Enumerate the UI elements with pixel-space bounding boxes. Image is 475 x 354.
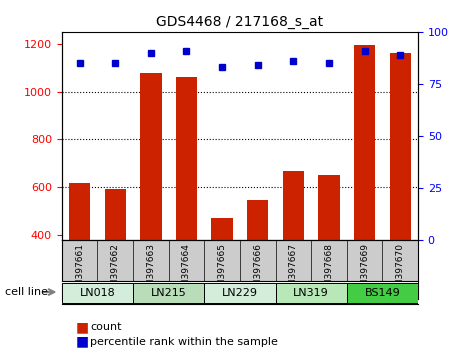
Text: BS149: BS149 <box>364 288 400 298</box>
Text: GSM397669: GSM397669 <box>360 243 369 298</box>
Text: GSM397662: GSM397662 <box>111 243 120 298</box>
Text: GSM397664: GSM397664 <box>182 243 191 298</box>
FancyBboxPatch shape <box>276 282 347 303</box>
Bar <box>104 188 126 331</box>
FancyBboxPatch shape <box>204 282 276 303</box>
Bar <box>69 183 90 331</box>
Text: cell line: cell line <box>5 287 48 297</box>
Text: LN215: LN215 <box>151 288 187 298</box>
Text: percentile rank within the sample: percentile rank within the sample <box>90 337 278 347</box>
Bar <box>176 77 197 331</box>
Bar <box>390 53 411 331</box>
Bar <box>283 171 304 331</box>
Text: GSM397661: GSM397661 <box>75 243 84 298</box>
Title: GDS4468 / 217168_s_at: GDS4468 / 217168_s_at <box>156 16 323 29</box>
Text: GSM397668: GSM397668 <box>324 243 333 298</box>
Text: GSM397665: GSM397665 <box>218 243 227 298</box>
Text: LN319: LN319 <box>293 288 329 298</box>
Text: ■: ■ <box>76 335 89 349</box>
FancyBboxPatch shape <box>347 282 418 303</box>
Text: GSM397670: GSM397670 <box>396 243 405 298</box>
Text: GSM397666: GSM397666 <box>253 243 262 298</box>
Text: count: count <box>90 322 122 332</box>
Text: LN229: LN229 <box>222 288 258 298</box>
Text: GSM397663: GSM397663 <box>146 243 155 298</box>
Text: LN018: LN018 <box>79 288 115 298</box>
Bar <box>318 175 340 331</box>
FancyBboxPatch shape <box>62 282 133 303</box>
Bar <box>140 73 162 331</box>
Text: ■: ■ <box>76 320 89 335</box>
Bar <box>211 218 233 331</box>
Text: GSM397667: GSM397667 <box>289 243 298 298</box>
Bar <box>247 200 268 331</box>
FancyBboxPatch shape <box>133 282 204 303</box>
Bar <box>354 45 375 331</box>
